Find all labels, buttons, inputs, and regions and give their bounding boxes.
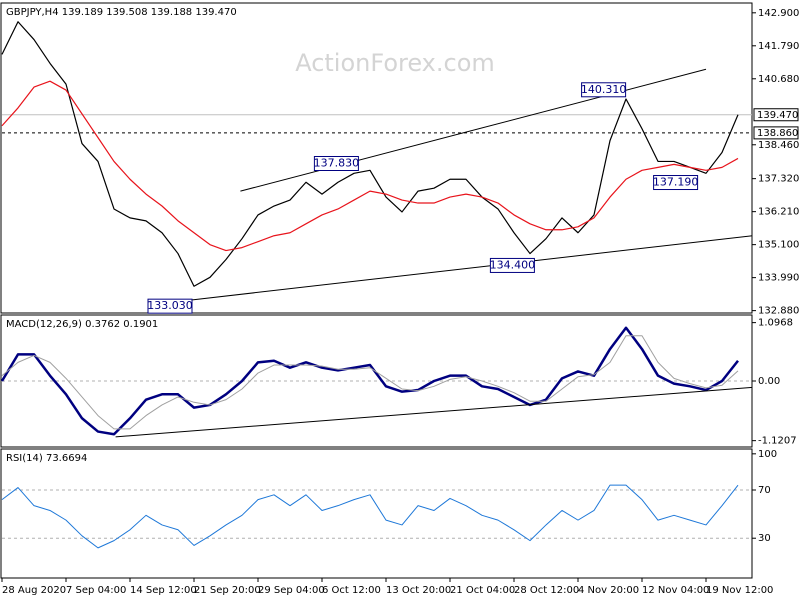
panel-title: MACD(12,26,9) 0.3762 0.1901 xyxy=(6,319,158,330)
x-tick-label: 7 Sep 04:00 xyxy=(66,585,126,596)
y-tick-label: 70 xyxy=(758,485,771,496)
trendline xyxy=(189,235,753,301)
y-tick-label: 136.210 xyxy=(758,207,799,218)
x-tick-label: 28 Oct 12:00 xyxy=(514,585,579,596)
series-line xyxy=(1,484,739,549)
x-tick-label: 28 Aug 2020 xyxy=(2,585,66,596)
series-line xyxy=(1,21,739,287)
y-tick-label: 0.00 xyxy=(758,376,780,387)
x-tick-label: 21 Oct 04:00 xyxy=(450,585,515,596)
panel-title: RSI(14) 73.6694 xyxy=(6,453,87,464)
annotation-label: 140.310 xyxy=(581,83,627,96)
series-line xyxy=(1,80,739,252)
annotation-label: 137.190 xyxy=(653,176,699,189)
y-tick-label: 135.100 xyxy=(758,240,799,251)
price-level-box xyxy=(753,126,799,140)
x-tick-label: 12 Nov 04:00 xyxy=(642,585,709,596)
annotation-box xyxy=(653,175,699,191)
y-tick-label: 142.900 xyxy=(758,8,799,19)
series-line xyxy=(0,326,739,436)
watermark: ActionForex.com xyxy=(295,49,495,77)
annotation-box xyxy=(147,298,193,314)
x-tick-label: 4 Nov 20:00 xyxy=(578,585,639,596)
panel-frame xyxy=(0,2,753,314)
annotation-label: 137.830 xyxy=(314,156,360,169)
trendline xyxy=(115,386,753,438)
x-tick-label: 29 Sep 04:00 xyxy=(258,585,325,596)
panel-frame xyxy=(0,448,753,579)
annotation-box xyxy=(581,82,627,98)
y-tick-label: 141.790 xyxy=(758,41,799,52)
x-tick-label: 14 Sep 12:00 xyxy=(130,585,197,596)
y-tick-label: 30 xyxy=(758,533,771,544)
y-tick-label: 132.880 xyxy=(758,306,799,317)
y-tick-label: 138.460 xyxy=(758,140,799,151)
series-line xyxy=(1,335,739,430)
trendline xyxy=(240,68,707,192)
x-tick-label: 13 Oct 20:00 xyxy=(386,585,451,596)
price-level-label: 139.470 xyxy=(757,110,798,121)
annotation-label: 133.030 xyxy=(147,299,193,312)
x-tick-label: 19 Nov 12:00 xyxy=(706,585,773,596)
price-level-box xyxy=(753,108,799,122)
y-tick-label: -1.1207 xyxy=(758,436,797,447)
x-tick-label: 6 Oct 12:00 xyxy=(322,585,381,596)
y-tick-label: 133.990 xyxy=(758,273,799,284)
price-level-label: 138.860 xyxy=(757,128,798,139)
y-tick-label: 100 xyxy=(758,449,777,460)
panel-title: GBPJPY,H4 139.189 139.508 139.188 139.47… xyxy=(6,7,237,18)
annotation-label: 134.400 xyxy=(490,258,536,271)
y-tick-label: 137.320 xyxy=(758,174,799,185)
y-tick-label: 140.680 xyxy=(758,74,799,85)
annotation-box xyxy=(489,257,535,273)
y-tick-label: 1.0968 xyxy=(758,318,793,329)
annotation-box xyxy=(313,155,359,171)
x-tick-label: 21 Sep 20:00 xyxy=(194,585,261,596)
